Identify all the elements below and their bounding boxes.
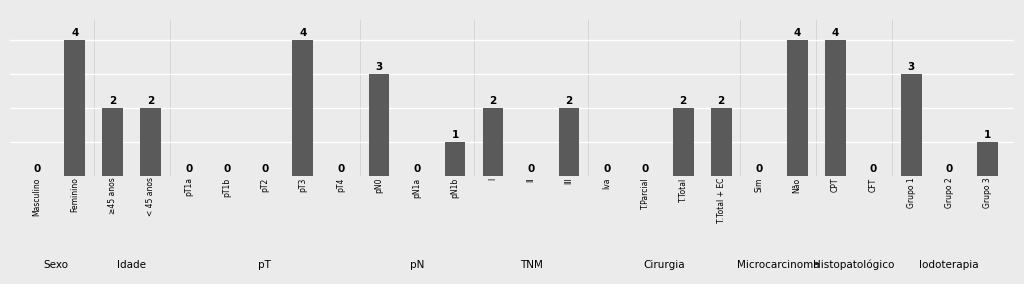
- Text: 0: 0: [869, 164, 877, 174]
- Bar: [711, 108, 731, 176]
- Text: 2: 2: [718, 96, 725, 106]
- Text: 1: 1: [452, 130, 459, 140]
- Text: Sexo: Sexo: [43, 260, 69, 270]
- Text: 2: 2: [147, 96, 155, 106]
- Text: 0: 0: [337, 164, 344, 174]
- Bar: [786, 40, 808, 176]
- Bar: [558, 108, 580, 176]
- Text: 2: 2: [565, 96, 572, 106]
- Text: 2: 2: [489, 96, 497, 106]
- Text: Idade: Idade: [118, 260, 146, 270]
- Text: pT: pT: [258, 260, 271, 270]
- Text: 4: 4: [72, 28, 79, 38]
- Text: Microcarcinoma: Microcarcinoma: [737, 260, 819, 270]
- Text: 0: 0: [223, 164, 230, 174]
- Bar: [977, 142, 997, 176]
- Text: 3: 3: [376, 62, 383, 72]
- Bar: [673, 108, 693, 176]
- Bar: [140, 108, 162, 176]
- Text: 2: 2: [680, 96, 687, 106]
- Text: Cirurgia: Cirurgia: [643, 260, 685, 270]
- Bar: [444, 142, 466, 176]
- Text: 4: 4: [794, 28, 801, 38]
- Text: 3: 3: [907, 62, 914, 72]
- Bar: [293, 40, 313, 176]
- Bar: [901, 74, 922, 176]
- Text: 0: 0: [33, 164, 41, 174]
- Text: 0: 0: [185, 164, 193, 174]
- Text: 0: 0: [945, 164, 952, 174]
- Text: 4: 4: [831, 28, 839, 38]
- Bar: [824, 40, 846, 176]
- Text: 0: 0: [756, 164, 763, 174]
- Text: TNM: TNM: [519, 260, 543, 270]
- Text: pN: pN: [410, 260, 424, 270]
- Text: Histopatológico: Histopatológico: [813, 259, 895, 270]
- Text: 2: 2: [110, 96, 117, 106]
- Bar: [369, 74, 389, 176]
- Text: 0: 0: [603, 164, 610, 174]
- Text: 0: 0: [261, 164, 268, 174]
- Text: 4: 4: [299, 28, 306, 38]
- Text: 0: 0: [641, 164, 648, 174]
- Text: 0: 0: [414, 164, 421, 174]
- Bar: [482, 108, 504, 176]
- Bar: [65, 40, 85, 176]
- Text: 1: 1: [983, 130, 991, 140]
- Bar: [102, 108, 123, 176]
- Text: Iodoterapia: Iodoterapia: [920, 260, 979, 270]
- Text: 0: 0: [527, 164, 535, 174]
